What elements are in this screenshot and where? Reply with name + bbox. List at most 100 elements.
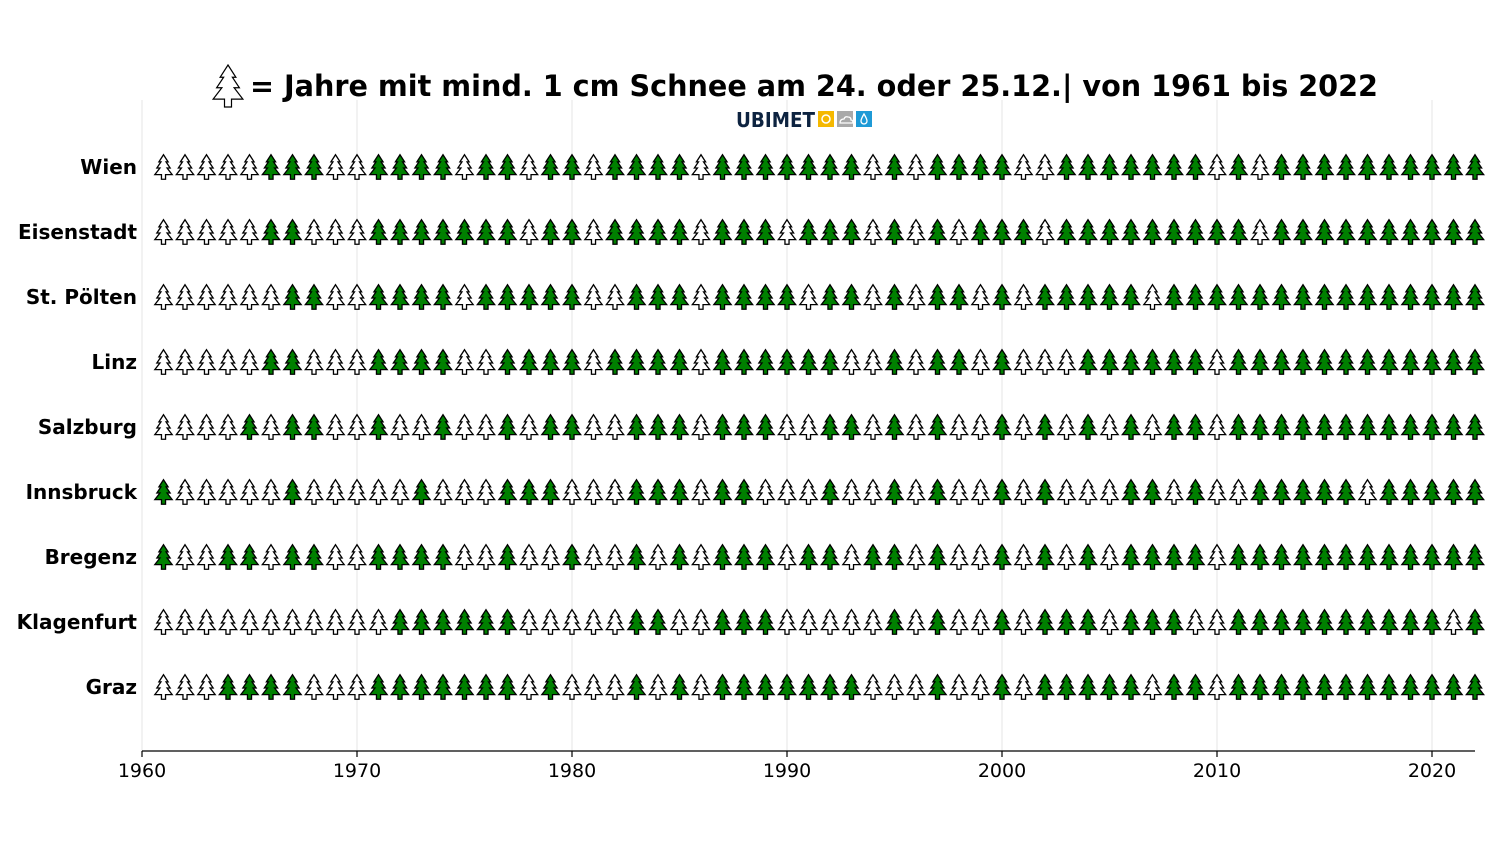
tree-snow xyxy=(497,218,518,245)
tree-snow xyxy=(1314,673,1335,700)
tree-snow xyxy=(1271,608,1292,635)
tree-snow xyxy=(411,478,432,505)
tree-snow xyxy=(1271,413,1292,440)
tree-snow xyxy=(884,283,905,310)
tree-snow xyxy=(949,348,969,375)
tree-no-snow xyxy=(519,673,539,700)
tree-no-snow xyxy=(476,478,496,505)
tree-snow xyxy=(949,153,969,180)
tree-no-snow xyxy=(583,348,604,375)
tree-snow xyxy=(712,283,733,310)
tree-snow xyxy=(497,348,518,375)
tree-no-snow xyxy=(1013,608,1034,635)
tree-snow xyxy=(1271,543,1292,570)
tree-snow xyxy=(1078,673,1098,700)
tree-snow xyxy=(712,218,733,245)
tree-snow xyxy=(1228,673,1249,700)
tree-no-snow xyxy=(153,218,174,245)
tree-no-snow xyxy=(1142,673,1163,700)
tree-snow xyxy=(626,153,647,180)
tree-snow xyxy=(1121,283,1141,310)
tree-snow xyxy=(841,413,862,440)
tree-no-snow xyxy=(261,543,281,570)
tree-no-snow xyxy=(970,673,991,700)
sun-glyph xyxy=(821,114,831,124)
tree-no-snow xyxy=(325,218,346,245)
tree-no-snow xyxy=(562,608,582,635)
tree-snow xyxy=(648,283,668,310)
tree-snow xyxy=(605,348,625,375)
tree-no-snow xyxy=(841,478,862,505)
tree-snow xyxy=(1379,478,1399,505)
tree-snow xyxy=(648,413,668,440)
tree-snow xyxy=(261,153,281,180)
tree-snow xyxy=(1443,283,1464,310)
tree-snow xyxy=(992,478,1012,505)
tree-snow xyxy=(1250,478,1270,505)
tree-snow xyxy=(841,673,862,700)
chart-title-group: = Jahre mit mind. 1 cm Schnee am 24. ode… xyxy=(211,63,1378,108)
city-labels: Wien Eisenstadt St. Pölten Linz Salzburg Inns… xyxy=(17,155,138,699)
tree-no-snow xyxy=(175,608,195,635)
tree-snow xyxy=(497,543,518,570)
tree-no-snow xyxy=(863,153,883,180)
tree-snow xyxy=(1078,218,1098,245)
tree-snow xyxy=(153,478,174,505)
tree-snow xyxy=(1314,218,1335,245)
tree-snow xyxy=(497,673,518,700)
tree-no-snow xyxy=(906,153,926,180)
tree-snow xyxy=(1379,153,1399,180)
tree-snow xyxy=(1056,218,1077,245)
tree-snow xyxy=(712,543,733,570)
tree-no-snow xyxy=(906,543,926,570)
tree-snow xyxy=(368,153,389,180)
tree-snow xyxy=(927,673,948,700)
tree-no-snow xyxy=(863,348,883,375)
tree-no-snow xyxy=(153,673,174,700)
tree-no-snow xyxy=(583,608,604,635)
tree-no-snow xyxy=(196,218,217,245)
tree-no-snow xyxy=(239,348,260,375)
tree-no-snow xyxy=(153,608,174,635)
tree-no-snow xyxy=(1207,153,1227,180)
tree-snow xyxy=(218,673,238,700)
tree-snow xyxy=(992,283,1012,310)
tree-snow xyxy=(1422,413,1442,440)
tree-snow xyxy=(1185,153,1206,180)
tree-no-snow xyxy=(347,413,367,440)
tree-snow xyxy=(1099,673,1120,700)
tree-snow xyxy=(1293,608,1313,635)
tree-snow xyxy=(755,153,776,180)
tree-snow xyxy=(1465,673,1485,700)
tree-snow xyxy=(519,478,539,505)
tree-snow xyxy=(1422,608,1442,635)
tree-snow xyxy=(1379,673,1399,700)
tree-no-snow xyxy=(476,348,496,375)
tree-no-snow xyxy=(325,543,346,570)
tree-snow xyxy=(755,608,776,635)
tree-snow xyxy=(1099,283,1120,310)
tree-no-snow xyxy=(970,543,991,570)
tree-no-snow xyxy=(605,413,625,440)
tree-snow xyxy=(1185,218,1206,245)
tree-no-snow xyxy=(841,348,862,375)
tree-no-snow xyxy=(798,608,819,635)
tree-snow xyxy=(1164,153,1184,180)
tree-snow xyxy=(433,673,453,700)
x-tick-label: 1990 xyxy=(763,760,811,782)
tree-no-snow xyxy=(261,413,281,440)
tree-snow xyxy=(884,413,905,440)
tree-no-snow xyxy=(1056,478,1077,505)
tree-snow xyxy=(411,348,432,375)
tree-no-snow xyxy=(863,413,883,440)
tree-snow xyxy=(1271,283,1292,310)
tree-snow xyxy=(1250,283,1270,310)
tree-snow xyxy=(841,153,862,180)
tree-no-snow xyxy=(175,153,195,180)
tree-no-snow xyxy=(1142,413,1163,440)
tree-no-snow xyxy=(304,673,324,700)
tree-no-snow xyxy=(218,153,238,180)
tree-snow xyxy=(1293,218,1313,245)
tree-snow xyxy=(1443,153,1464,180)
tree-snow xyxy=(626,413,647,440)
